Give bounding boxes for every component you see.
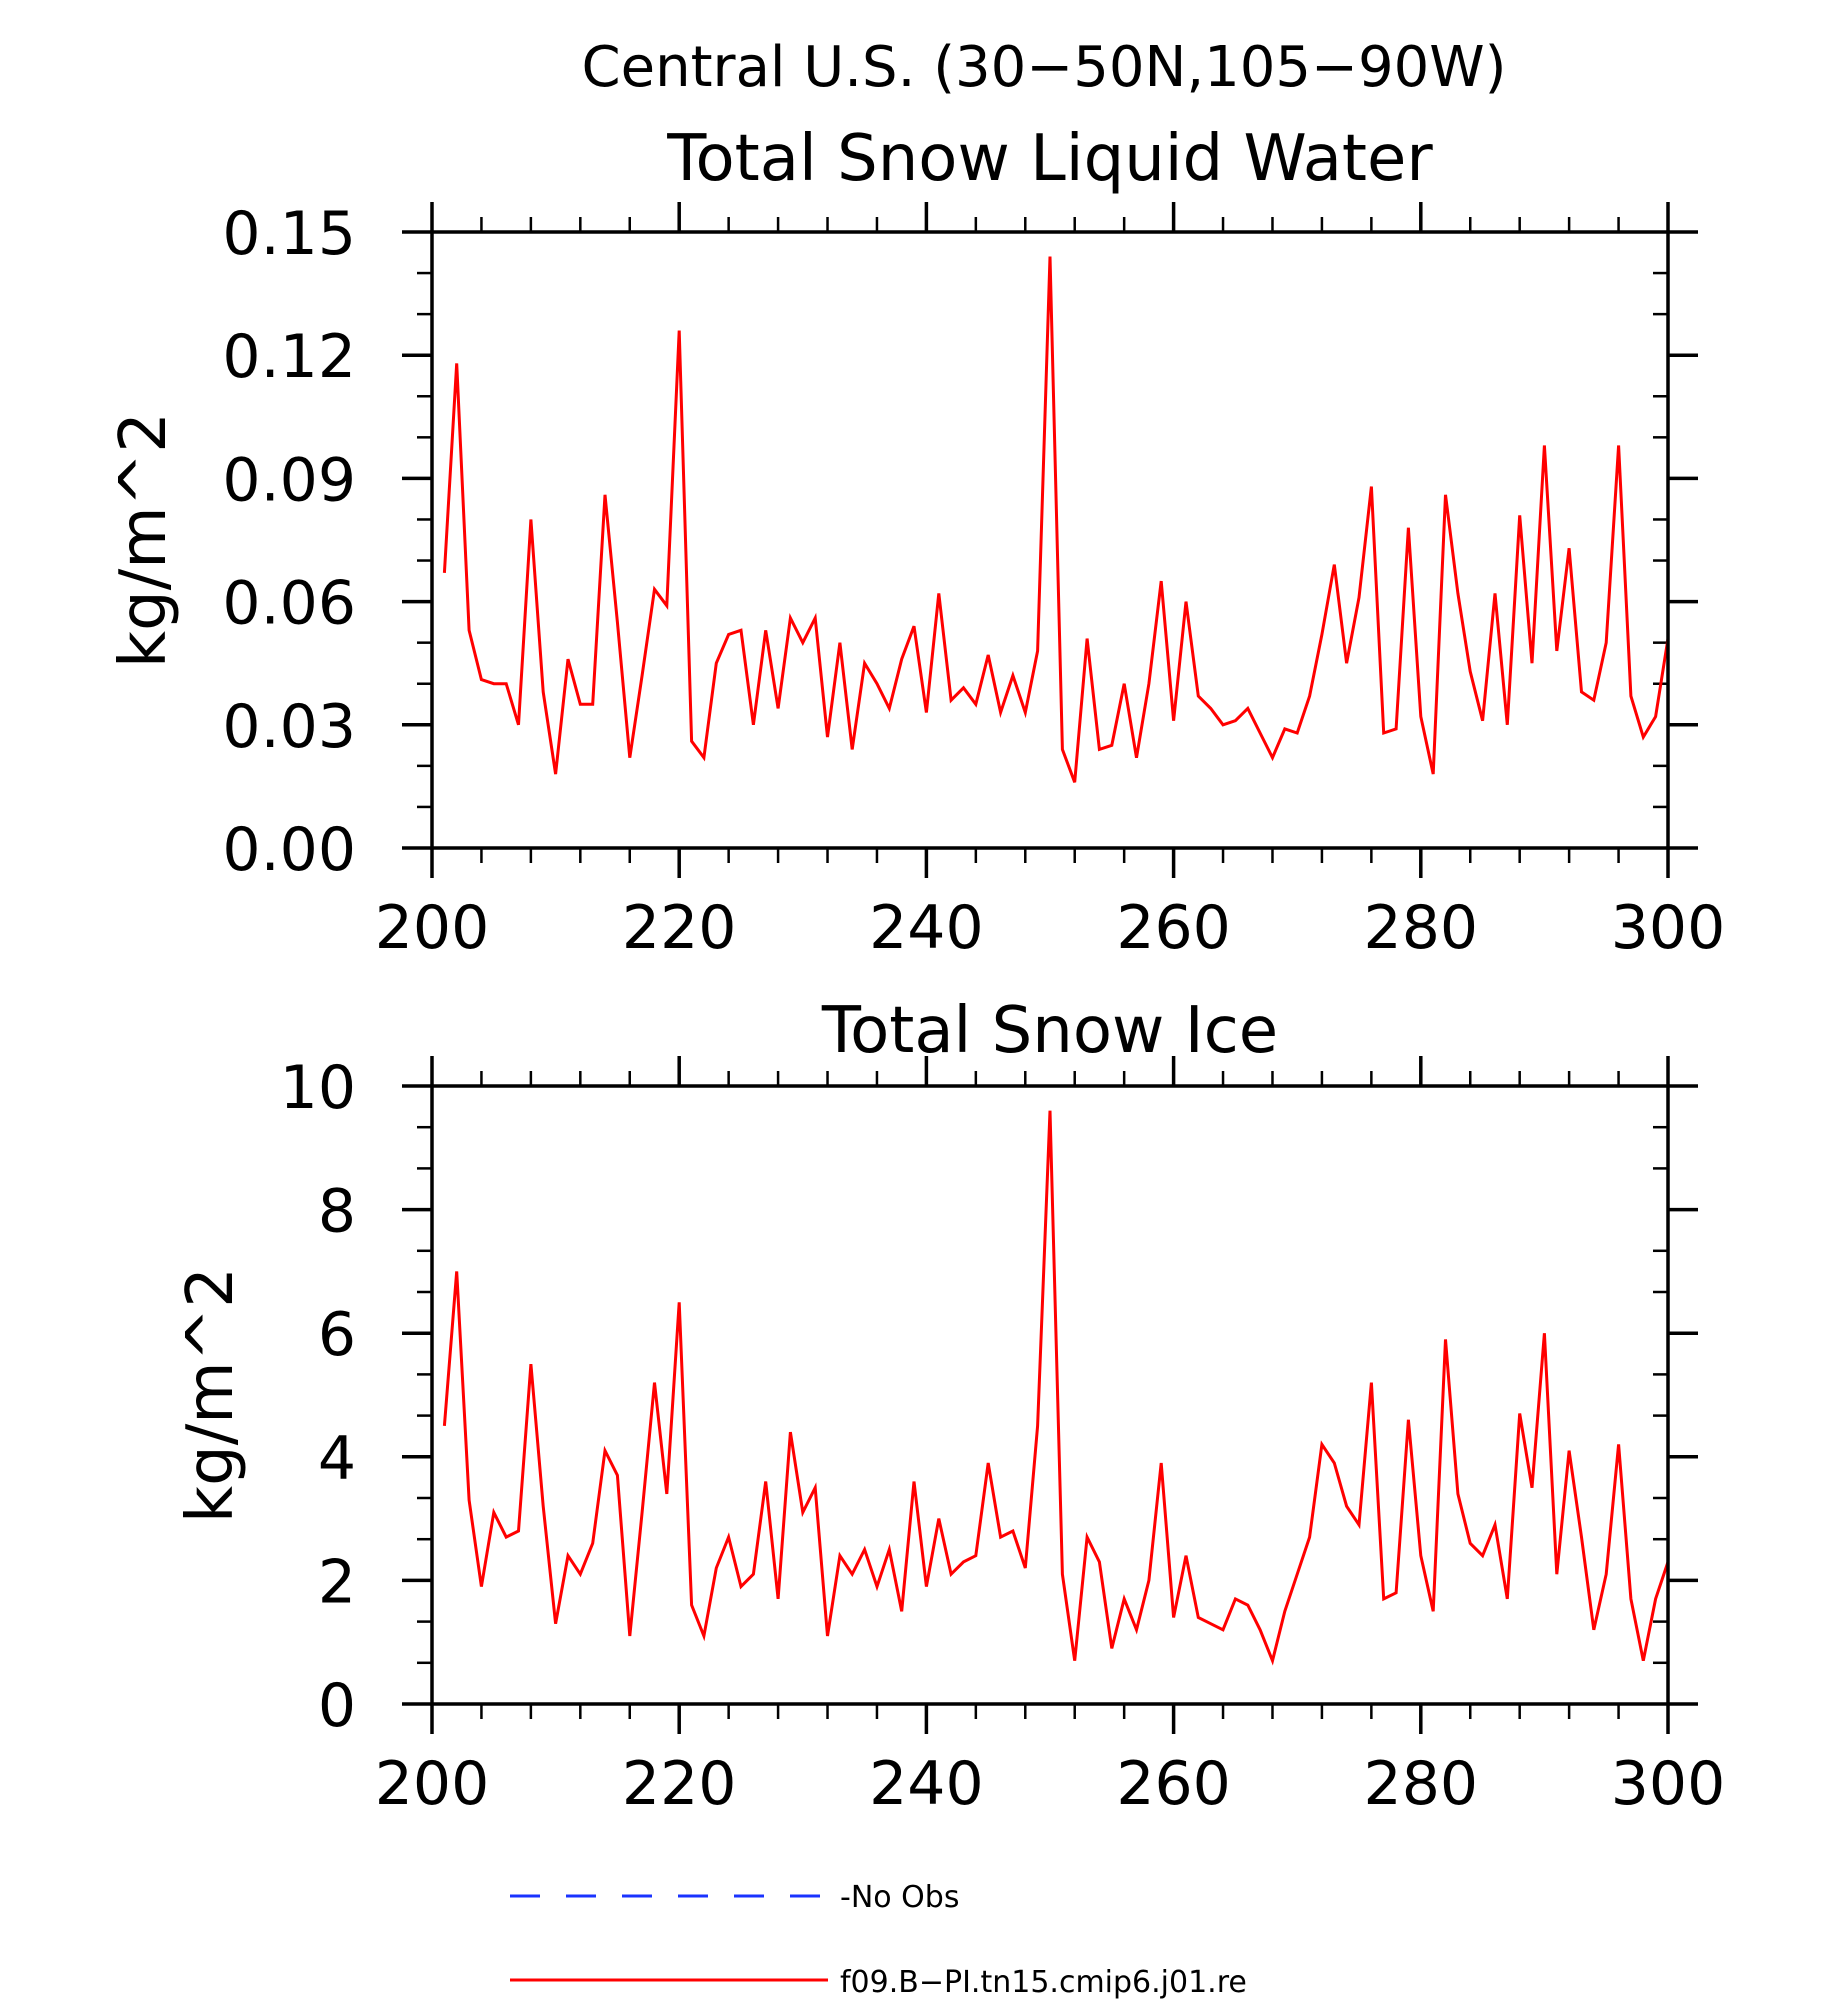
- panel-snow-liquid-water: Total Snow Liquid Water kg/m^2 200 220 240…: [107, 122, 1725, 963]
- plot-frame: [430, 230, 1670, 850]
- x-tick-label: 240: [869, 893, 984, 963]
- y-tick-label: 2: [318, 1547, 356, 1617]
- legend-label-obs: -No Obs: [840, 1880, 959, 1915]
- panel-title: Total Snow Liquid Water: [666, 122, 1433, 196]
- y-tick-label: 6: [318, 1300, 356, 1370]
- x-tick-label: 280: [1364, 1749, 1479, 1819]
- plot-frame: [430, 1084, 1670, 1706]
- y-axis-label: kg/m^2: [107, 412, 181, 668]
- x-tick-label: 300: [1611, 1749, 1726, 1819]
- series-line-model: [442, 256, 1670, 783]
- tick-labels: 200 220 240 260 280 300 0 2 4 6 8 10: [280, 1053, 1726, 1819]
- y-tick-label: 0.12: [222, 322, 356, 392]
- axis-ticks: [402, 202, 1698, 878]
- panel-snow-ice: Total Snow Ice kg/m^2 200 220 240 260 280 300…: [174, 994, 1725, 1819]
- legend-label-model: f09.B−PI.tn15.cmip6.j01.re: [840, 1965, 1247, 2000]
- x-tick-label: 280: [1364, 893, 1479, 963]
- y-tick-label: 0.06: [222, 569, 356, 639]
- x-tick-label: 220: [622, 1749, 737, 1819]
- series-line-model: [442, 1110, 1670, 1666]
- y-tick-label: 0.15: [222, 199, 356, 269]
- y-tick-label: 0.03: [222, 692, 356, 762]
- panel-title: Total Snow Ice: [821, 994, 1278, 1068]
- figure-title: Central U.S. (30−50N,105−90W): [582, 35, 1507, 100]
- x-tick-label: 220: [622, 893, 737, 963]
- y-tick-label: 0.09: [222, 445, 356, 515]
- legend: -No Obs f09.B−PI.tn15.cmip6.j01.re: [510, 1880, 1247, 2000]
- tick-labels: 200 220 240 260 280 300 0.00 0.03 0.06 0.09 0.12 0.…: [222, 199, 1725, 963]
- x-tick-label: 200: [375, 893, 490, 963]
- y-axis-label: kg/m^2: [174, 1267, 248, 1523]
- x-tick-label: 240: [869, 1749, 984, 1819]
- x-tick-label: 260: [1116, 1749, 1231, 1819]
- y-tick-label: 10: [280, 1053, 356, 1123]
- x-tick-label: 200: [375, 1749, 490, 1819]
- y-tick-label: 8: [318, 1177, 356, 1247]
- y-tick-label: 0: [318, 1671, 356, 1741]
- y-tick-label: 4: [318, 1424, 356, 1494]
- axis-ticks: [402, 1056, 1698, 1734]
- y-tick-label: 0.00: [222, 815, 356, 885]
- x-tick-label: 300: [1611, 893, 1726, 963]
- x-tick-label: 260: [1116, 893, 1231, 963]
